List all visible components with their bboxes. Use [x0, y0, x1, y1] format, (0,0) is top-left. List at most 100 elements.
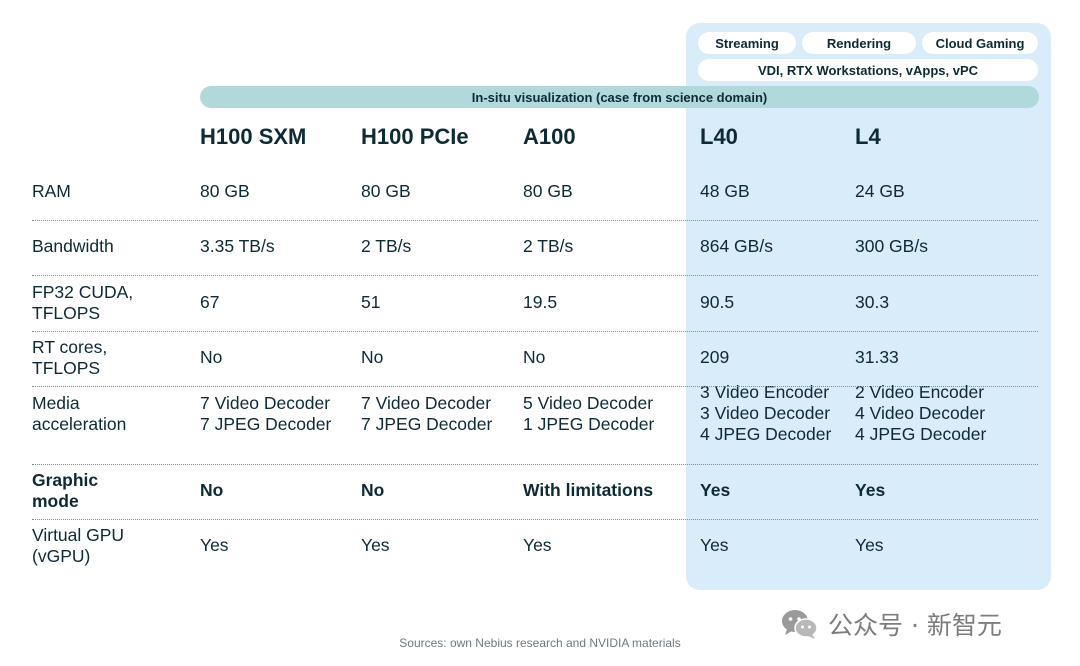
cell-media-acceleration-a100: 5 Video Decoder 1 JPEG Decoder — [523, 393, 654, 435]
cell-line: No — [361, 347, 384, 367]
column-header-h100-sxm: H100 SXM — [200, 124, 307, 149]
column-header-l40: L40 — [700, 124, 738, 149]
cell-ram-l4: 24 GB — [855, 181, 905, 202]
row-label-line: Bandwidth — [32, 236, 114, 256]
cell-line: 209 — [700, 347, 730, 367]
cell-fp32-cuda-tflops-a100: 19.5 — [523, 292, 557, 313]
row-label-bandwidth: Bandwidth — [32, 236, 114, 257]
cell-line: 51 — [361, 292, 381, 312]
column-header-a100: A100 — [523, 124, 576, 149]
cell-line: 48 GB — [700, 181, 750, 201]
column-header-l4: L4 — [855, 124, 881, 149]
row-label-line: FP32 CUDA, — [32, 282, 134, 302]
cell-media-acceleration-h100-pcie: 7 Video Decoder 7 JPEG Decoder — [361, 393, 492, 435]
row-label-line: Virtual GPU — [32, 525, 125, 545]
cell-ram-a100: 80 GB — [523, 181, 573, 202]
tag-cloud-gaming: Cloud Gaming — [922, 32, 1038, 54]
cell-rt-cores-tflops-l40: 209 — [700, 347, 729, 368]
cell-line: No — [523, 347, 546, 367]
cell-line: 80 GB — [361, 181, 411, 201]
tag-rendering: Rendering — [802, 32, 916, 54]
cell-virtual-gpu-vgpu-h100-sxm: Yes — [200, 535, 229, 556]
row-divider — [32, 464, 1038, 465]
cell-line: 80 GB — [200, 181, 250, 201]
cell-rt-cores-tflops-l4: 31.33 — [855, 347, 899, 368]
cell-bandwidth-h100-pcie: 2 TB/s — [361, 236, 411, 257]
insitu-band: In-situ visualization (case from science… — [200, 86, 1039, 108]
cell-line: 2 TB/s — [523, 236, 574, 256]
row-label-line: mode — [32, 491, 79, 511]
column-header-h100-pcie: H100 PCIe — [361, 124, 469, 149]
cell-line: 4 JPEG Decoder — [700, 424, 832, 444]
cell-line: 80 GB — [523, 181, 573, 201]
cell-line: Yes — [200, 535, 229, 555]
cell-line: 864 GB/s — [700, 236, 773, 256]
cell-line: 90.5 — [700, 292, 735, 312]
row-label-line: RT cores, — [32, 337, 108, 357]
cell-rt-cores-tflops-a100: No — [523, 347, 545, 368]
row-label-media-acceleration: Media acceleration — [32, 393, 126, 435]
cell-bandwidth-l40: 864 GB/s — [700, 236, 773, 257]
cell-rt-cores-tflops-h100-pcie: No — [361, 347, 383, 368]
cell-graphic-mode-h100-pcie: No — [361, 480, 384, 501]
cell-bandwidth-h100-sxm: 3.35 TB/s — [200, 236, 275, 257]
row-label-line: (vGPU) — [32, 546, 91, 566]
cell-line: 3.35 TB/s — [200, 236, 275, 256]
cell-bandwidth-a100: 2 TB/s — [523, 236, 573, 257]
cell-line: 3 Video Decoder — [700, 403, 831, 423]
cell-fp32-cuda-tflops-h100-pcie: 51 — [361, 292, 380, 313]
tag-streaming: Streaming — [698, 32, 796, 54]
row-label-ram: RAM — [32, 181, 71, 202]
cell-media-acceleration-l40: 3 Video Encoder 3 Video Decoder 4 JPEG Dec… — [700, 382, 831, 445]
row-divider — [32, 331, 1038, 332]
cell-line: 4 JPEG Decoder — [855, 424, 987, 444]
watermark: 公众号 · 新智元 — [780, 606, 1002, 642]
source-note: Sources: own Nebius research and NVIDIA … — [399, 636, 681, 650]
cell-line: Yes — [361, 535, 390, 555]
wechat-icon — [782, 610, 818, 639]
cell-graphic-mode-h100-sxm: No — [200, 480, 223, 501]
cell-fp32-cuda-tflops-l40: 90.5 — [700, 292, 734, 313]
cell-media-acceleration-h100-sxm: 7 Video Decoder 7 JPEG Decoder — [200, 393, 331, 435]
cell-line: 7 Video Decoder — [200, 393, 331, 413]
cell-line: 31.33 — [855, 347, 899, 367]
row-divider — [32, 220, 1038, 221]
cell-line: 1 JPEG Decoder — [523, 414, 655, 434]
row-label-graphic-mode: Graphic mode — [32, 470, 98, 512]
cell-bandwidth-l4: 300 GB/s — [855, 236, 928, 257]
cell-line: Yes — [855, 535, 884, 555]
cell-line: 2 Video Encoder — [855, 382, 985, 402]
row-label-line: TFLOPS — [32, 358, 101, 378]
cell-line: 19.5 — [523, 292, 558, 312]
cell-line: No — [200, 480, 224, 500]
cell-line: 7 JPEG Decoder — [361, 414, 493, 434]
cell-line: No — [361, 480, 385, 500]
cell-virtual-gpu-vgpu-l40: Yes — [700, 535, 729, 556]
cell-line: 7 JPEG Decoder — [200, 414, 332, 434]
watermark-text: 公众号 · 新智元 — [828, 611, 1002, 640]
cell-line: 24 GB — [855, 181, 905, 201]
cell-media-acceleration-l4: 2 Video Encoder 4 Video Decoder 4 JPEG Dec… — [855, 382, 986, 445]
cell-graphic-mode-l4: Yes — [855, 480, 885, 501]
cell-line: 5 Video Decoder — [523, 393, 654, 413]
cell-line: Yes — [523, 535, 552, 555]
cell-line: With limitations — [523, 480, 654, 500]
tag-vdi: VDI, RTX Workstations, vApps, vPC — [698, 59, 1038, 81]
cell-line: 67 — [200, 292, 220, 312]
row-label-fp32-cuda-tflops: FP32 CUDA, TFLOPS — [32, 282, 133, 324]
cell-ram-l40: 48 GB — [700, 181, 750, 202]
cell-line: No — [200, 347, 223, 367]
cell-line: 3 Video Encoder — [700, 382, 830, 402]
row-label-line: Media — [32, 393, 80, 413]
row-divider — [32, 386, 1038, 387]
cell-line: 4 Video Decoder — [855, 403, 986, 423]
cell-line: 2 TB/s — [361, 236, 412, 256]
row-divider — [32, 275, 1038, 276]
cell-graphic-mode-l40: Yes — [700, 480, 730, 501]
cell-graphic-mode-a100: With limitations — [523, 480, 653, 501]
cell-rt-cores-tflops-h100-sxm: No — [200, 347, 222, 368]
cell-line: Yes — [855, 480, 886, 500]
cell-line: 300 GB/s — [855, 236, 928, 256]
row-label-line: acceleration — [32, 414, 127, 434]
row-label-line: RAM — [32, 181, 71, 201]
